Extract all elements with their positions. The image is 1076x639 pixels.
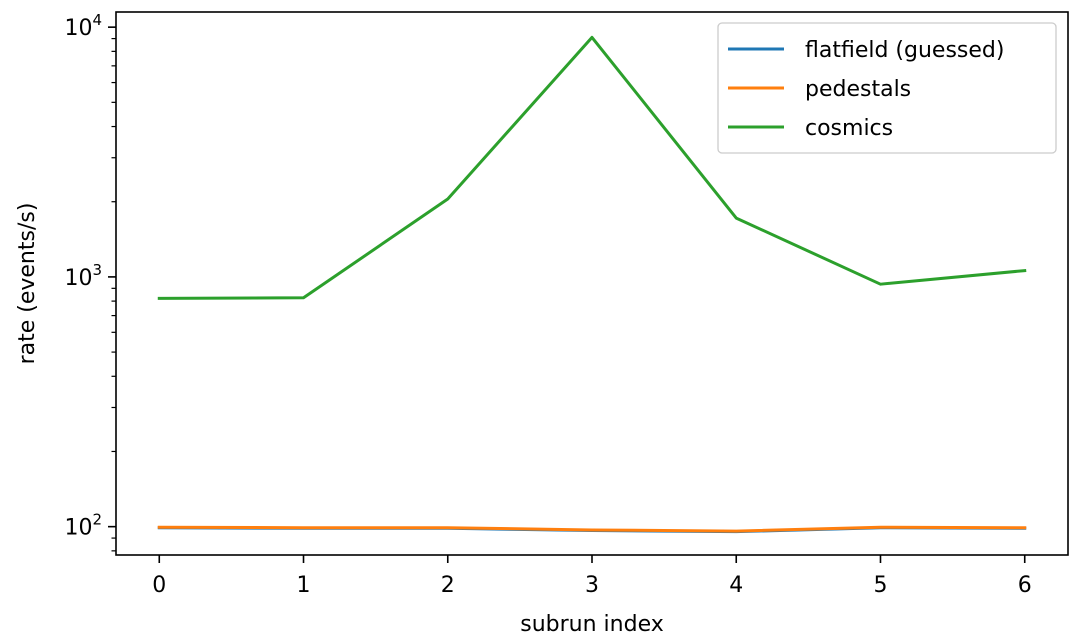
x-tick-label: 2 [441, 573, 455, 598]
legend-box [717, 22, 1057, 154]
y-tick-label: 104 [64, 11, 102, 41]
axes: 0 1 2 3 4 5 6 102 103 104 [64, 11, 1069, 598]
x-axis-label: subrun index [520, 612, 663, 637]
x-tick-label: 4 [729, 573, 743, 598]
y-tick-label: 102 [64, 511, 102, 541]
series-line-2 [157, 35, 1027, 300]
x-tick-label: 6 [1018, 573, 1032, 598]
legend-label: cosmics [805, 116, 893, 141]
x-tick-label: 5 [873, 573, 887, 598]
series-layer [157, 35, 1027, 534]
y-tick-label: 103 [64, 261, 102, 291]
legend: flatfield (guessed) pedestals cosmics [717, 22, 1057, 154]
legend-label: pedestals [805, 77, 911, 102]
x-tick-label: 1 [297, 573, 311, 598]
x-tick-label: 0 [152, 573, 166, 598]
legend-label: flatfield (guessed) [805, 38, 1004, 63]
y-axis-label: rate (events/s) [15, 203, 40, 365]
series-line-1 [157, 525, 1027, 533]
x-tick-label: 3 [585, 573, 599, 598]
